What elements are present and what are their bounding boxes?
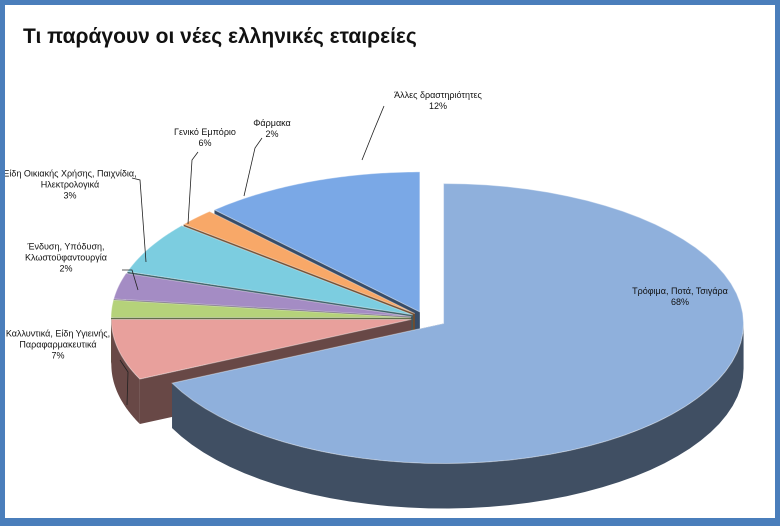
value-label: 12%: [428, 101, 447, 111]
slice-side: [111, 319, 140, 425]
leader-line: [119, 359, 129, 406]
category-label: Είδη Οικιακής Χρήσης, Παιχνίδια, Ηλεκτρο…: [3, 168, 137, 190]
leader-line: [122, 269, 139, 291]
data-label: Τρόφιμα, Ποτά, Τσιγάρα 68%: [600, 286, 760, 308]
value-label: 2%: [59, 263, 73, 274]
slice-top: [213, 171, 421, 313]
leader-line: [187, 151, 199, 225]
data-label: Καλλυντικά, Είδη Υγιεινής, Παραφαρμακευτ…: [5, 328, 117, 362]
value-label: 3%: [63, 190, 77, 201]
slice-top: [110, 299, 412, 319]
data-label: Ένδυση, Υπόδυση, Κλωστοϋφαντουργία 2%: [7, 242, 125, 275]
category-label: Γενικό Εμπόριο: [174, 127, 236, 137]
category-label: Άλλες δραστηριότητες: [394, 90, 482, 100]
category-label: Ένδυση, Υπόδυση, Κλωστοϋφαντουργία: [24, 241, 108, 263]
leader-line: [131, 177, 147, 263]
category-label: Τρόφιμα, Ποτά, Τσιγάρα: [632, 286, 728, 296]
value-label: 68%: [670, 297, 689, 307]
slice-top: [182, 210, 416, 314]
slice-top: [110, 318, 412, 380]
slice: [171, 182, 745, 509]
data-label: Άλλες δραστηριότητες 12%: [358, 90, 518, 112]
slice-top: [126, 225, 413, 316]
value-label: 7%: [51, 350, 65, 361]
leader-line: [361, 105, 385, 161]
slice-side: [172, 323, 744, 509]
leader-line: [243, 137, 263, 197]
value-label: 2%: [265, 129, 279, 139]
data-label: Γενικό Εμπόριο 6%: [160, 127, 250, 149]
data-label: Είδη Οικιακής Χρήσης, Παιχνίδια, Ηλεκτρο…: [3, 168, 143, 202]
category-label: Φάρμακα: [253, 118, 291, 128]
value-label: 6%: [198, 138, 212, 148]
category-label: Καλλυντικά, Είδη Υγιεινής, Παραφαρμακευτ…: [5, 328, 111, 350]
data-label: Φάρμακα 2%: [242, 118, 302, 140]
chart-title: Τι παράγουν οι νέες ελληνικές εταιρείες: [23, 25, 417, 48]
slice-top: [171, 182, 745, 464]
slice-top: [113, 272, 412, 318]
